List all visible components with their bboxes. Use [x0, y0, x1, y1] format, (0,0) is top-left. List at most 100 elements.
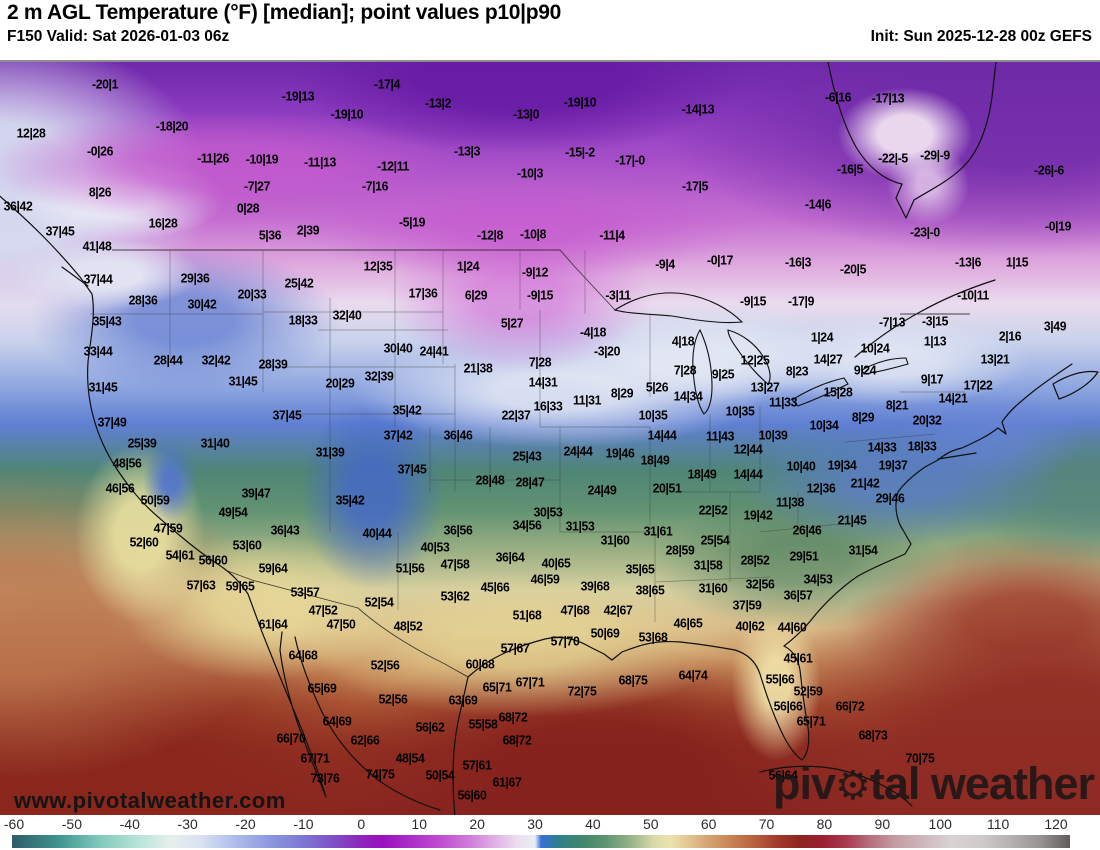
point-value: 61|67 — [492, 774, 522, 790]
point-value: -20|5 — [839, 261, 867, 277]
point-value: -10|3 — [516, 165, 544, 181]
point-value: 28|36 — [128, 292, 158, 308]
point-value: 50|54 — [425, 767, 455, 783]
colorbar-tick: 20 — [469, 816, 485, 832]
point-value: 14|44 — [733, 466, 763, 482]
point-value: 14|34 — [673, 388, 703, 404]
point-value: 10|34 — [809, 417, 839, 433]
point-value: -0|17 — [706, 252, 734, 268]
point-value: 14|44 — [647, 427, 677, 443]
point-value: 56|66 — [773, 698, 803, 714]
point-value: 48|56 — [112, 455, 142, 471]
point-value: 30|40 — [383, 340, 413, 356]
point-value: 28|39 — [258, 356, 288, 372]
point-value: 56|62 — [415, 719, 445, 735]
point-value: 17|36 — [408, 285, 438, 301]
point-value: 74|75 — [365, 766, 395, 782]
point-value: 37|59 — [732, 597, 762, 613]
point-value: 36|57 — [783, 587, 813, 603]
point-value: 19|42 — [743, 507, 773, 523]
point-value: 32|39 — [364, 368, 394, 384]
point-value: -3|20 — [593, 343, 621, 359]
point-value: 10|35 — [725, 403, 755, 419]
point-value: -20|1 — [91, 76, 119, 92]
colorbar-tick: 110 — [986, 816, 1010, 832]
point-value: 65|71 — [796, 713, 826, 729]
point-value: -19|10 — [330, 106, 364, 122]
point-value: 14|27 — [813, 351, 843, 367]
point-value: 56|64 — [768, 767, 798, 783]
point-value: 45|61 — [783, 650, 813, 666]
point-value: 14|33 — [867, 439, 897, 455]
point-value: 70|75 — [905, 750, 935, 766]
point-value: 20|32 — [912, 412, 942, 428]
point-value: 20|29 — [325, 375, 355, 391]
point-value: 31|60 — [698, 580, 728, 596]
point-value: -11|26 — [197, 150, 229, 166]
map-canvas[interactable]: -20|1 -17|4 -19|13 -13|2 -19|10 -13|0 -19|10 -1… — [0, 60, 1100, 817]
point-value: 35|43 — [92, 313, 122, 329]
point-value: -13|3 — [453, 143, 481, 159]
point-value: -22|-5 — [878, 150, 908, 166]
point-value: 36|43 — [270, 522, 300, 538]
colorbar-tick: 10 — [411, 816, 428, 832]
point-value: 31|54 — [848, 542, 878, 558]
point-value: 30|53 — [533, 504, 563, 520]
point-value: 25|42 — [284, 275, 314, 291]
point-value: 9|25 — [711, 366, 735, 382]
point-value: 36|56 — [443, 522, 473, 538]
point-value: -5|19 — [398, 214, 426, 230]
point-value: 56|60 — [457, 787, 487, 803]
point-value: 13|27 — [750, 379, 780, 395]
point-value: -23|-0 — [910, 224, 940, 240]
point-value: 68|72 — [502, 732, 532, 748]
point-value: 47|68 — [560, 602, 590, 618]
point-value: 25|43 — [512, 448, 542, 464]
point-value: -17|4 — [373, 76, 401, 92]
point-value: 10|24 — [860, 340, 890, 356]
colorbar-tick: -60 — [3, 816, 25, 832]
point-value: 25|54 — [700, 532, 730, 548]
point-value: 8|29 — [851, 409, 875, 425]
point-value: -9|15 — [739, 293, 767, 309]
point-value: 52|56 — [378, 691, 408, 707]
point-value: 15|28 — [823, 384, 853, 400]
point-value: 21|45 — [837, 512, 867, 528]
point-value: 19|34 — [827, 457, 857, 473]
point-value: 29|51 — [789, 548, 819, 564]
point-value: 31|58 — [693, 557, 723, 573]
colorbar-tick: 30 — [527, 816, 543, 832]
point-value: 35|42 — [392, 402, 422, 418]
point-value: -11|4 — [599, 227, 625, 243]
point-value: -14|6 — [804, 196, 832, 212]
point-value: 53|60 — [232, 537, 262, 553]
point-value: 47|50 — [326, 616, 356, 632]
point-value: 16|33 — [533, 398, 563, 414]
point-value: 64|74 — [678, 667, 708, 683]
map-title: 2 m AGL Temperature (°F) [median]; point… — [7, 1, 561, 24]
point-value: 67|71 — [300, 750, 330, 766]
point-value: 20|51 — [652, 480, 682, 496]
point-value: 31|61 — [643, 523, 673, 539]
point-value: 31|40 — [200, 435, 230, 451]
point-value: 42|67 — [603, 602, 633, 618]
point-value: -3|11 — [605, 287, 631, 303]
point-value: 57|67 — [500, 640, 530, 656]
point-value: -16|3 — [784, 254, 812, 270]
colorbar-tick: -40 — [119, 816, 140, 832]
point-value: 20|33 — [237, 286, 267, 302]
point-value: 18|33 — [288, 312, 318, 328]
point-value: 45|66 — [480, 579, 510, 595]
point-value: 59|64 — [258, 560, 288, 576]
point-value: 25|39 — [127, 435, 157, 451]
point-value: 28|52 — [740, 552, 770, 568]
point-value: 52|56 — [370, 657, 400, 673]
point-value: 53|68 — [638, 629, 668, 645]
point-value: -29|-9 — [920, 147, 950, 163]
point-value: 73|76 — [310, 770, 340, 786]
point-value: 24|49 — [587, 482, 617, 498]
point-value: -13|6 — [954, 254, 982, 270]
point-value: 18|49 — [640, 452, 670, 468]
point-value: 8|21 — [885, 397, 909, 413]
point-value: -16|5 — [836, 161, 864, 177]
